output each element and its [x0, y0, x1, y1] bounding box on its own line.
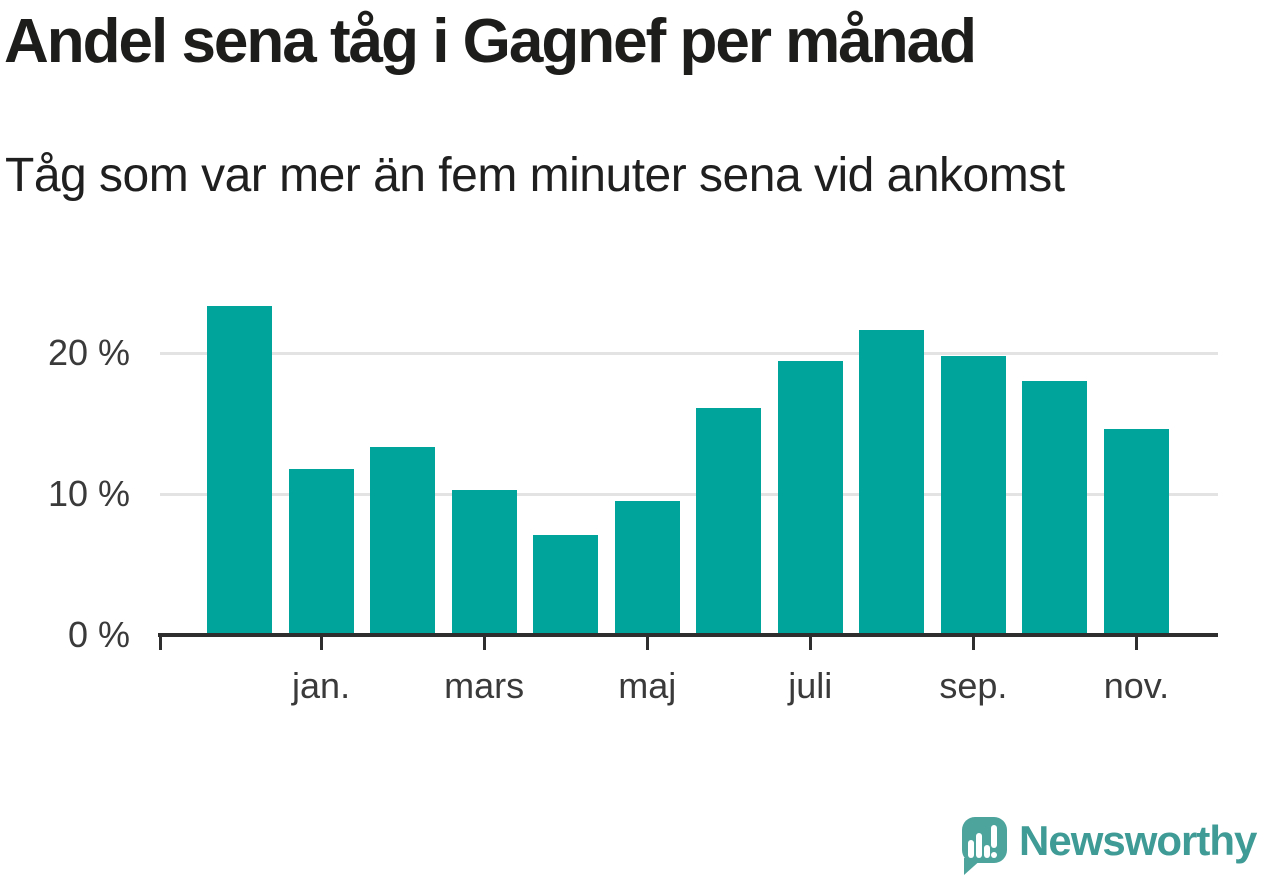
logo-bar-icon — [976, 833, 982, 858]
logo-exclamation-icon — [991, 825, 997, 848]
bar-sep — [940, 355, 1006, 635]
gridline — [160, 492, 1218, 496]
logo-bar-icon — [968, 840, 974, 858]
x-tick-label: sep. — [939, 665, 1008, 706]
axis-tick — [159, 637, 162, 650]
axis-tick — [319, 637, 323, 650]
bar-feb — [370, 447, 436, 635]
gridline — [160, 351, 1218, 355]
logo-exclamation-dot-icon — [991, 852, 997, 858]
plot-area — [158, 275, 1218, 650]
axis-tick — [482, 637, 486, 650]
bar-jan — [288, 468, 354, 635]
x-tick-label: jan. — [292, 665, 351, 706]
bar-apr — [533, 534, 599, 635]
x-axis-line — [158, 633, 1218, 637]
bar-maj — [614, 501, 680, 635]
x-tick-label: mars — [444, 665, 525, 706]
axis-tick — [971, 637, 975, 650]
y-tick-label: 10 % — [47, 473, 130, 514]
newsworthy-bubble-tail — [964, 858, 983, 875]
x-tick-label: nov. — [1103, 665, 1170, 706]
axis-tick — [645, 637, 649, 650]
x-tick-label: juli — [788, 665, 833, 706]
bar-mars — [451, 489, 517, 635]
y-tick-label: 20 % — [47, 332, 130, 373]
bar-dec — [207, 306, 273, 635]
y-tick-label: 0 % — [67, 614, 130, 655]
axis-tick — [808, 637, 812, 650]
chart-title: Andel sena tåg i Gagnef per månad — [4, 7, 977, 76]
axis-tick — [1134, 637, 1138, 650]
logo-bar-icon — [984, 845, 990, 858]
chart-subtitle: Tåg som var mer än fem minuter sena vid … — [5, 149, 1065, 202]
newsworthy-wordmark: Newsworthy — [1019, 817, 1257, 864]
bar-nov — [1103, 429, 1169, 635]
x-tick-label: maj — [618, 665, 677, 706]
bar-juni — [696, 408, 762, 635]
bar-okt — [1022, 381, 1088, 635]
bar-aug — [859, 330, 925, 635]
bar-juli — [777, 361, 843, 635]
